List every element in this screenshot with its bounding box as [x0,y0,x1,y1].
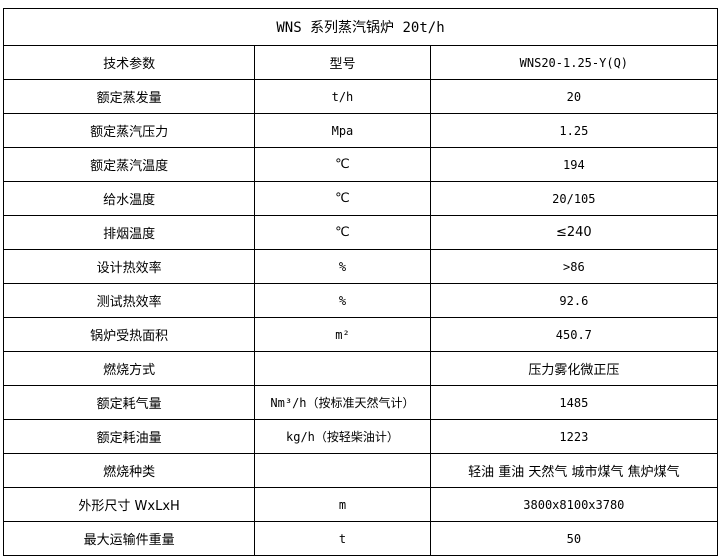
value-cell: 20/105 [429,181,719,216]
title-row: WNS 系列蒸汽锅炉 20t/h [3,8,718,46]
param-cell: 额定耗油量 [2,419,256,454]
unit-cell: 型号 [254,45,431,80]
value-cell: 194 [429,147,719,182]
unit-cell: t/h [254,79,431,114]
table-row: 排烟温度 ℃ ≤240 [2,215,719,250]
value-cell: >86 [429,249,719,284]
table-row: 燃烧种类 轻油 重油 天然气 城市煤气 焦炉煤气 [2,453,719,488]
param-cell: 外形尺寸 WxLxH [2,487,256,522]
unit-cell: ℃ [254,181,431,216]
unit-cell: ℃ [254,147,431,182]
unit-cell: % [254,249,431,284]
table-row: 最大运输件重量 t 50 [2,521,719,556]
value-cell: WNS20-1.25-Y(Q) [429,45,719,80]
param-cell: 额定蒸汽温度 [2,147,256,182]
table-title: WNS 系列蒸汽锅炉 20t/h [3,8,718,46]
param-cell: 燃烧种类 [2,453,256,488]
value-cell: 1485 [429,385,719,420]
unit-cell: Nm³/h（按标准天然气计） [254,385,431,420]
unit-cell: ℃ [254,215,431,250]
unit-cell: Mpa [254,113,431,148]
value-cell: 3800x8100x3780 [429,487,719,522]
param-cell: 排烟温度 [2,215,256,250]
table-row: 额定蒸汽压力 Mpa 1.25 [2,113,719,148]
boiler-spec-table: WNS 系列蒸汽锅炉 20t/h 技术参数 型号 WNS20-1.25-Y(Q) 额定… [2,8,719,556]
table-row: 给水温度 ℃ 20/105 [2,181,719,216]
param-cell: 额定耗气量 [2,385,256,420]
table-row: 额定蒸发量 t/h 20 [2,79,719,114]
value-cell: ≤240 [429,215,719,250]
value-cell: 压力雾化微正压 [429,351,719,386]
value-cell: 1.25 [429,113,719,148]
unit-cell: % [254,283,431,318]
table-row: 额定蒸汽温度 ℃ 194 [2,147,719,182]
value-cell: 50 [429,521,719,556]
table-row: 锅炉受热面积 m² 450.7 [2,317,719,352]
param-cell: 最大运输件重量 [2,521,256,556]
unit-cell: m² [254,317,431,352]
param-cell: 燃烧方式 [2,351,256,386]
unit-cell [254,453,431,488]
value-cell: 450.7 [429,317,719,352]
value-cell: 1223 [429,419,719,454]
unit-cell: kg/h（按轻柴油计） [254,419,431,454]
value-cell: 轻油 重油 天然气 城市煤气 焦炉煤气 [429,453,719,488]
param-cell: 给水温度 [2,181,256,216]
table-row: 测试热效率% 92.6 [2,283,719,318]
value-cell: 92.6 [429,283,719,318]
param-cell: 额定蒸汽压力 [2,113,256,148]
table-row: 燃烧方式 压力雾化微正压 [2,351,719,386]
table-row: 设计热效率% >86 [2,249,719,284]
value-cell: 20 [429,79,719,114]
table-row: 外形尺寸 WxLxH m 3800x8100x3780 [2,487,719,522]
param-cell: 设计热效率 [2,249,256,284]
table-row: 额定耗气量 Nm³/h（按标准天然气计） 1485 [2,385,719,420]
unit-cell [254,351,431,386]
unit-cell: t [254,521,431,556]
param-cell: 锅炉受热面积 [2,317,256,352]
table-row: 额定耗油量 kg/h（按轻柴油计） 1223 [2,419,719,454]
unit-cell: m [254,487,431,522]
param-cell: 测试热效率 [2,283,256,318]
header-row: 技术参数 型号 WNS20-1.25-Y(Q) [2,45,719,80]
param-cell: 额定蒸发量 [2,79,256,114]
param-cell: 技术参数 [2,45,256,80]
